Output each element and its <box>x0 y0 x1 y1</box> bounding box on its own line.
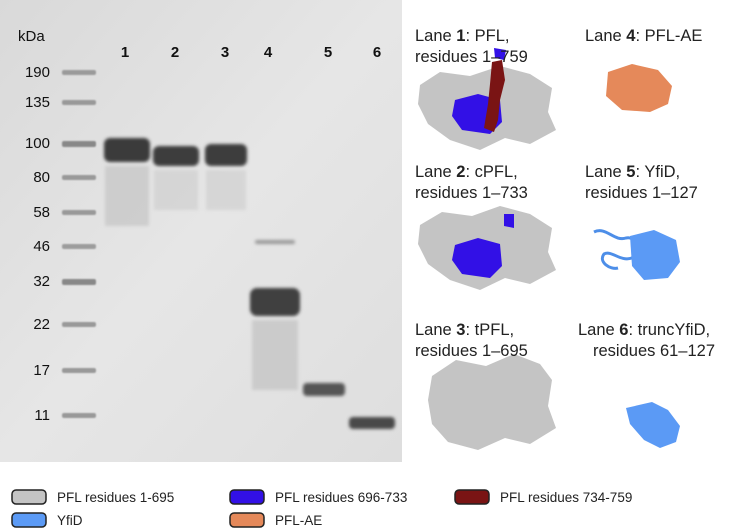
panel-title: Lane 6: truncYfiD, <box>578 321 710 339</box>
panel-name: : PFL, <box>465 27 509 45</box>
legend-label: PFL residues 1-695 <box>57 490 174 505</box>
ladder-bands <box>62 70 96 418</box>
marker-label: 46 <box>33 238 50 255</box>
legend-swatch <box>11 512 47 528</box>
lane-number: 1 <box>121 44 129 61</box>
panel-lane: 3 <box>456 321 465 339</box>
panel-lane: 5 <box>626 163 635 181</box>
panel-lane: 6 <box>619 321 628 339</box>
protein-pfl <box>418 48 556 150</box>
panel-title: Lane 2: cPFL, <box>415 163 518 181</box>
panel-name: : truncYfiD, <box>628 321 710 339</box>
marker-label: 32 <box>33 273 50 290</box>
panel-lane: 1 <box>456 27 465 45</box>
marker-label: 58 <box>33 204 50 221</box>
panel-prefix: Lane <box>415 163 456 181</box>
panel-residues: residues 1–733 <box>415 184 528 202</box>
lane-number: 3 <box>221 44 229 61</box>
panel-residues: residues 1–695 <box>415 342 528 360</box>
marker-label: 11 <box>34 407 50 424</box>
sample-bands <box>104 138 395 429</box>
panel-labels: Lane 1: PFL, residues 1–759 Lane 4: PFL-AE… <box>415 27 715 360</box>
panel-residues: residues 61–127 <box>593 342 715 360</box>
panel-lane: 4 <box>626 27 636 45</box>
unit-label: kDa <box>18 28 45 45</box>
legend-swatch <box>454 489 490 505</box>
panel-prefix: Lane <box>578 321 619 339</box>
panel-name: : PFL-AE <box>635 27 702 45</box>
protein-yfid <box>593 229 680 280</box>
panel-title: Lane 5: YfiD, <box>585 163 680 181</box>
lane-number: 6 <box>373 44 381 61</box>
marker-label: 190 <box>25 64 50 81</box>
panel-prefix: Lane <box>415 321 456 339</box>
legend-label: PFL residues 734-759 <box>500 490 632 505</box>
panel-name: : cPFL, <box>465 163 517 181</box>
lane-number: 2 <box>171 44 179 61</box>
panel-residues: residues 1–127 <box>585 184 698 202</box>
panel-prefix: Lane <box>585 163 626 181</box>
marker-label: 100 <box>25 135 50 152</box>
panel-name: : YfiD, <box>635 163 680 181</box>
legend-swatch <box>229 512 265 528</box>
panel-prefix: Lane <box>585 27 626 45</box>
marker-label: 135 <box>25 94 50 111</box>
panel-name: : tPFL, <box>465 321 514 339</box>
panel-title: Lane 4: PFL-AE <box>585 27 702 45</box>
legend-swatch <box>229 489 265 505</box>
lane-number: 4 <box>264 44 273 61</box>
marker-label: 17 <box>33 362 50 379</box>
protein-cpfl <box>418 206 556 290</box>
legend-label: PFL-AE <box>275 513 322 528</box>
legend-swatch <box>11 489 47 505</box>
lane-numbers: 1 2 3 4 5 6 <box>121 44 381 61</box>
panel-residues: residues 1–759 <box>415 48 528 66</box>
lane-number: 5 <box>324 44 332 61</box>
protein-pfl-ae <box>606 64 672 112</box>
marker-label: 22 <box>33 316 50 333</box>
marker-label: 80 <box>33 169 50 186</box>
protein-tpfl <box>428 354 556 450</box>
panel-prefix: Lane <box>415 27 456 45</box>
panel-lane: 2 <box>456 163 465 181</box>
marker-labels: 190 135 100 80 58 46 32 22 17 11 <box>25 64 50 424</box>
legend-label: YfiD <box>57 513 83 528</box>
legend: PFL residues 1-695 YfiD PFL residues 696-7… <box>11 489 632 528</box>
panel-title: Lane 3: tPFL, <box>415 321 514 339</box>
protein-truncyfid <box>626 402 680 448</box>
panel-title: Lane 1: PFL, <box>415 27 510 45</box>
legend-label: PFL residues 696-733 <box>275 490 407 505</box>
